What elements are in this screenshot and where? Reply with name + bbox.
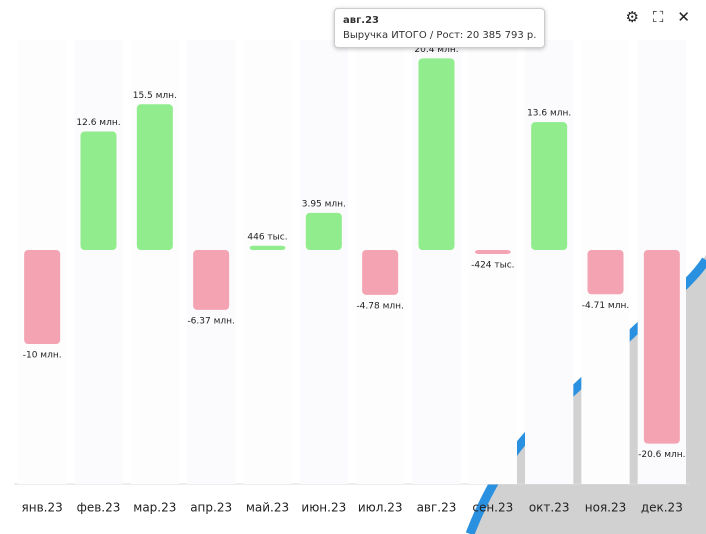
tooltip-text: Выручка ИТОГО / Рост: 20 385 793 р.	[343, 30, 537, 41]
bar	[474, 250, 511, 254]
fullscreen-button[interactable]: ⛶	[652, 8, 664, 26]
bar	[587, 250, 624, 295]
x-tick-label: дек.23	[641, 501, 683, 515]
band-background	[74, 40, 123, 484]
bar	[136, 104, 173, 250]
x-tick-label: янв.23	[22, 501, 63, 515]
value-label: -4.78 млн.	[356, 301, 403, 311]
band-background	[299, 40, 348, 484]
x-tick-label: ноя.23	[585, 501, 627, 515]
x-tick-label: авг.23	[417, 501, 457, 515]
value-label: 13.6 млн.	[527, 109, 571, 119]
x-tick-label: фев.23	[77, 501, 121, 515]
x-tick-label: мар.23	[133, 501, 176, 515]
bar	[24, 250, 61, 344]
bar	[305, 212, 342, 250]
settings-button[interactable]: ⚙	[625, 8, 639, 26]
tooltip-title: авг.23	[343, 15, 380, 26]
bar	[193, 250, 230, 310]
toolbar: ⚙ ⛶ ✕	[625, 8, 690, 26]
bar	[643, 250, 680, 444]
value-label: 20.4 млн.	[414, 45, 458, 55]
value-label: 15.5 млн.	[133, 91, 177, 101]
x-tick-label: сен.23	[472, 501, 513, 515]
value-label: 12.6 млн.	[76, 118, 120, 128]
close-button[interactable]: ✕	[677, 8, 690, 26]
band-background	[243, 40, 292, 484]
band-background	[525, 40, 574, 484]
bar	[531, 122, 568, 250]
value-label: -20.6 млн.	[638, 450, 685, 460]
value-label: -4.71 млн.	[582, 301, 629, 311]
bar	[418, 58, 455, 250]
bar	[80, 131, 117, 250]
x-tick-label: май.23	[246, 501, 289, 515]
value-label: -424 тыс.	[471, 260, 514, 270]
x-tick-label: окт.23	[529, 501, 570, 515]
x-tick-label: июн.23	[301, 501, 346, 515]
x-tick-label: апр.23	[190, 501, 232, 515]
bar	[362, 250, 399, 295]
value-label: -6.37 млн.	[187, 316, 234, 326]
band-background	[468, 40, 517, 484]
value-label: -10 млн.	[23, 351, 62, 361]
bar	[249, 245, 286, 250]
value-label: 3.95 млн.	[302, 199, 346, 209]
tooltip: авг.23 Выручка ИТОГО / Рост: 20 385 793 …	[334, 8, 546, 48]
x-tick-label: июл.23	[358, 501, 403, 515]
value-label: 446 тыс.	[247, 232, 287, 242]
